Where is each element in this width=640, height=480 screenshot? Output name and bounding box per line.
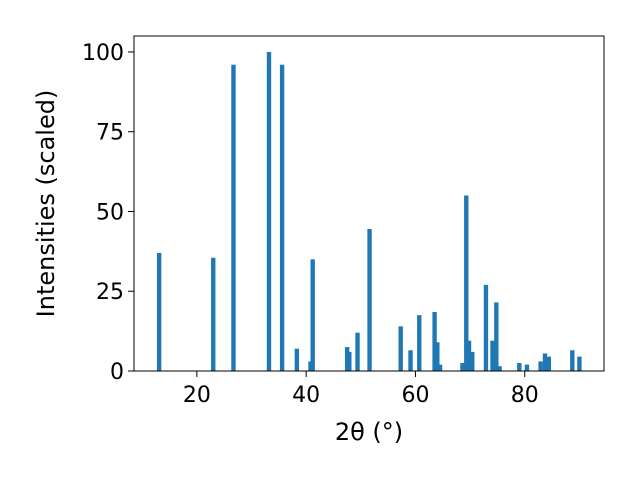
bar-5: [279, 64, 285, 372]
bar-10: [347, 351, 352, 371]
bar-18: [437, 364, 443, 371]
bar-16: [432, 311, 437, 371]
bar-27: [517, 363, 522, 371]
bar-9: [344, 347, 350, 371]
bar-11: [355, 332, 360, 371]
bar-1: [156, 252, 162, 371]
bar-33: [577, 356, 582, 371]
bars-group: [156, 51, 582, 372]
bar-3: [231, 64, 236, 372]
bar-4: [266, 51, 272, 371]
y-tick-label: 75: [96, 121, 124, 146]
bar-17: [435, 342, 440, 371]
y-axis-ticks: 0 25 50 75 100: [82, 41, 134, 385]
bar-15: [417, 315, 422, 371]
bar-6: [294, 348, 300, 371]
x-axis-label: 2θ (°): [335, 418, 403, 446]
bar-29: [538, 361, 543, 371]
bar-30: [542, 353, 548, 371]
bar-32: [570, 350, 575, 371]
y-tick-label: 25: [96, 280, 124, 305]
y-tick-label: 100: [82, 41, 124, 66]
plot-frame: [133, 35, 605, 372]
y-tick-label: 50: [96, 200, 124, 225]
y-axis-label: Intensities (scaled): [32, 90, 60, 318]
bar-31: [546, 356, 551, 371]
bar-12: [367, 229, 372, 371]
bar-23: [483, 284, 489, 371]
bar-19: [460, 363, 465, 371]
bar-20: [464, 195, 469, 371]
x-tick-label: 20: [183, 383, 211, 408]
x-axis-ticks: 20 40 60 80: [183, 371, 539, 408]
bar-26: [497, 366, 502, 371]
bar-25: [494, 302, 499, 371]
bar-13: [398, 326, 403, 371]
bar-24: [490, 340, 495, 371]
x-tick-label: 60: [401, 383, 429, 408]
bar-8: [310, 259, 315, 371]
x-tick-label: 40: [292, 383, 320, 408]
bar-2: [211, 257, 216, 371]
bar-14: [408, 350, 413, 371]
x-tick-label: 80: [511, 383, 539, 408]
bar-21: [466, 340, 472, 371]
bar-22: [470, 351, 475, 371]
y-tick-label: 0: [110, 360, 124, 385]
bar-28: [524, 364, 530, 371]
